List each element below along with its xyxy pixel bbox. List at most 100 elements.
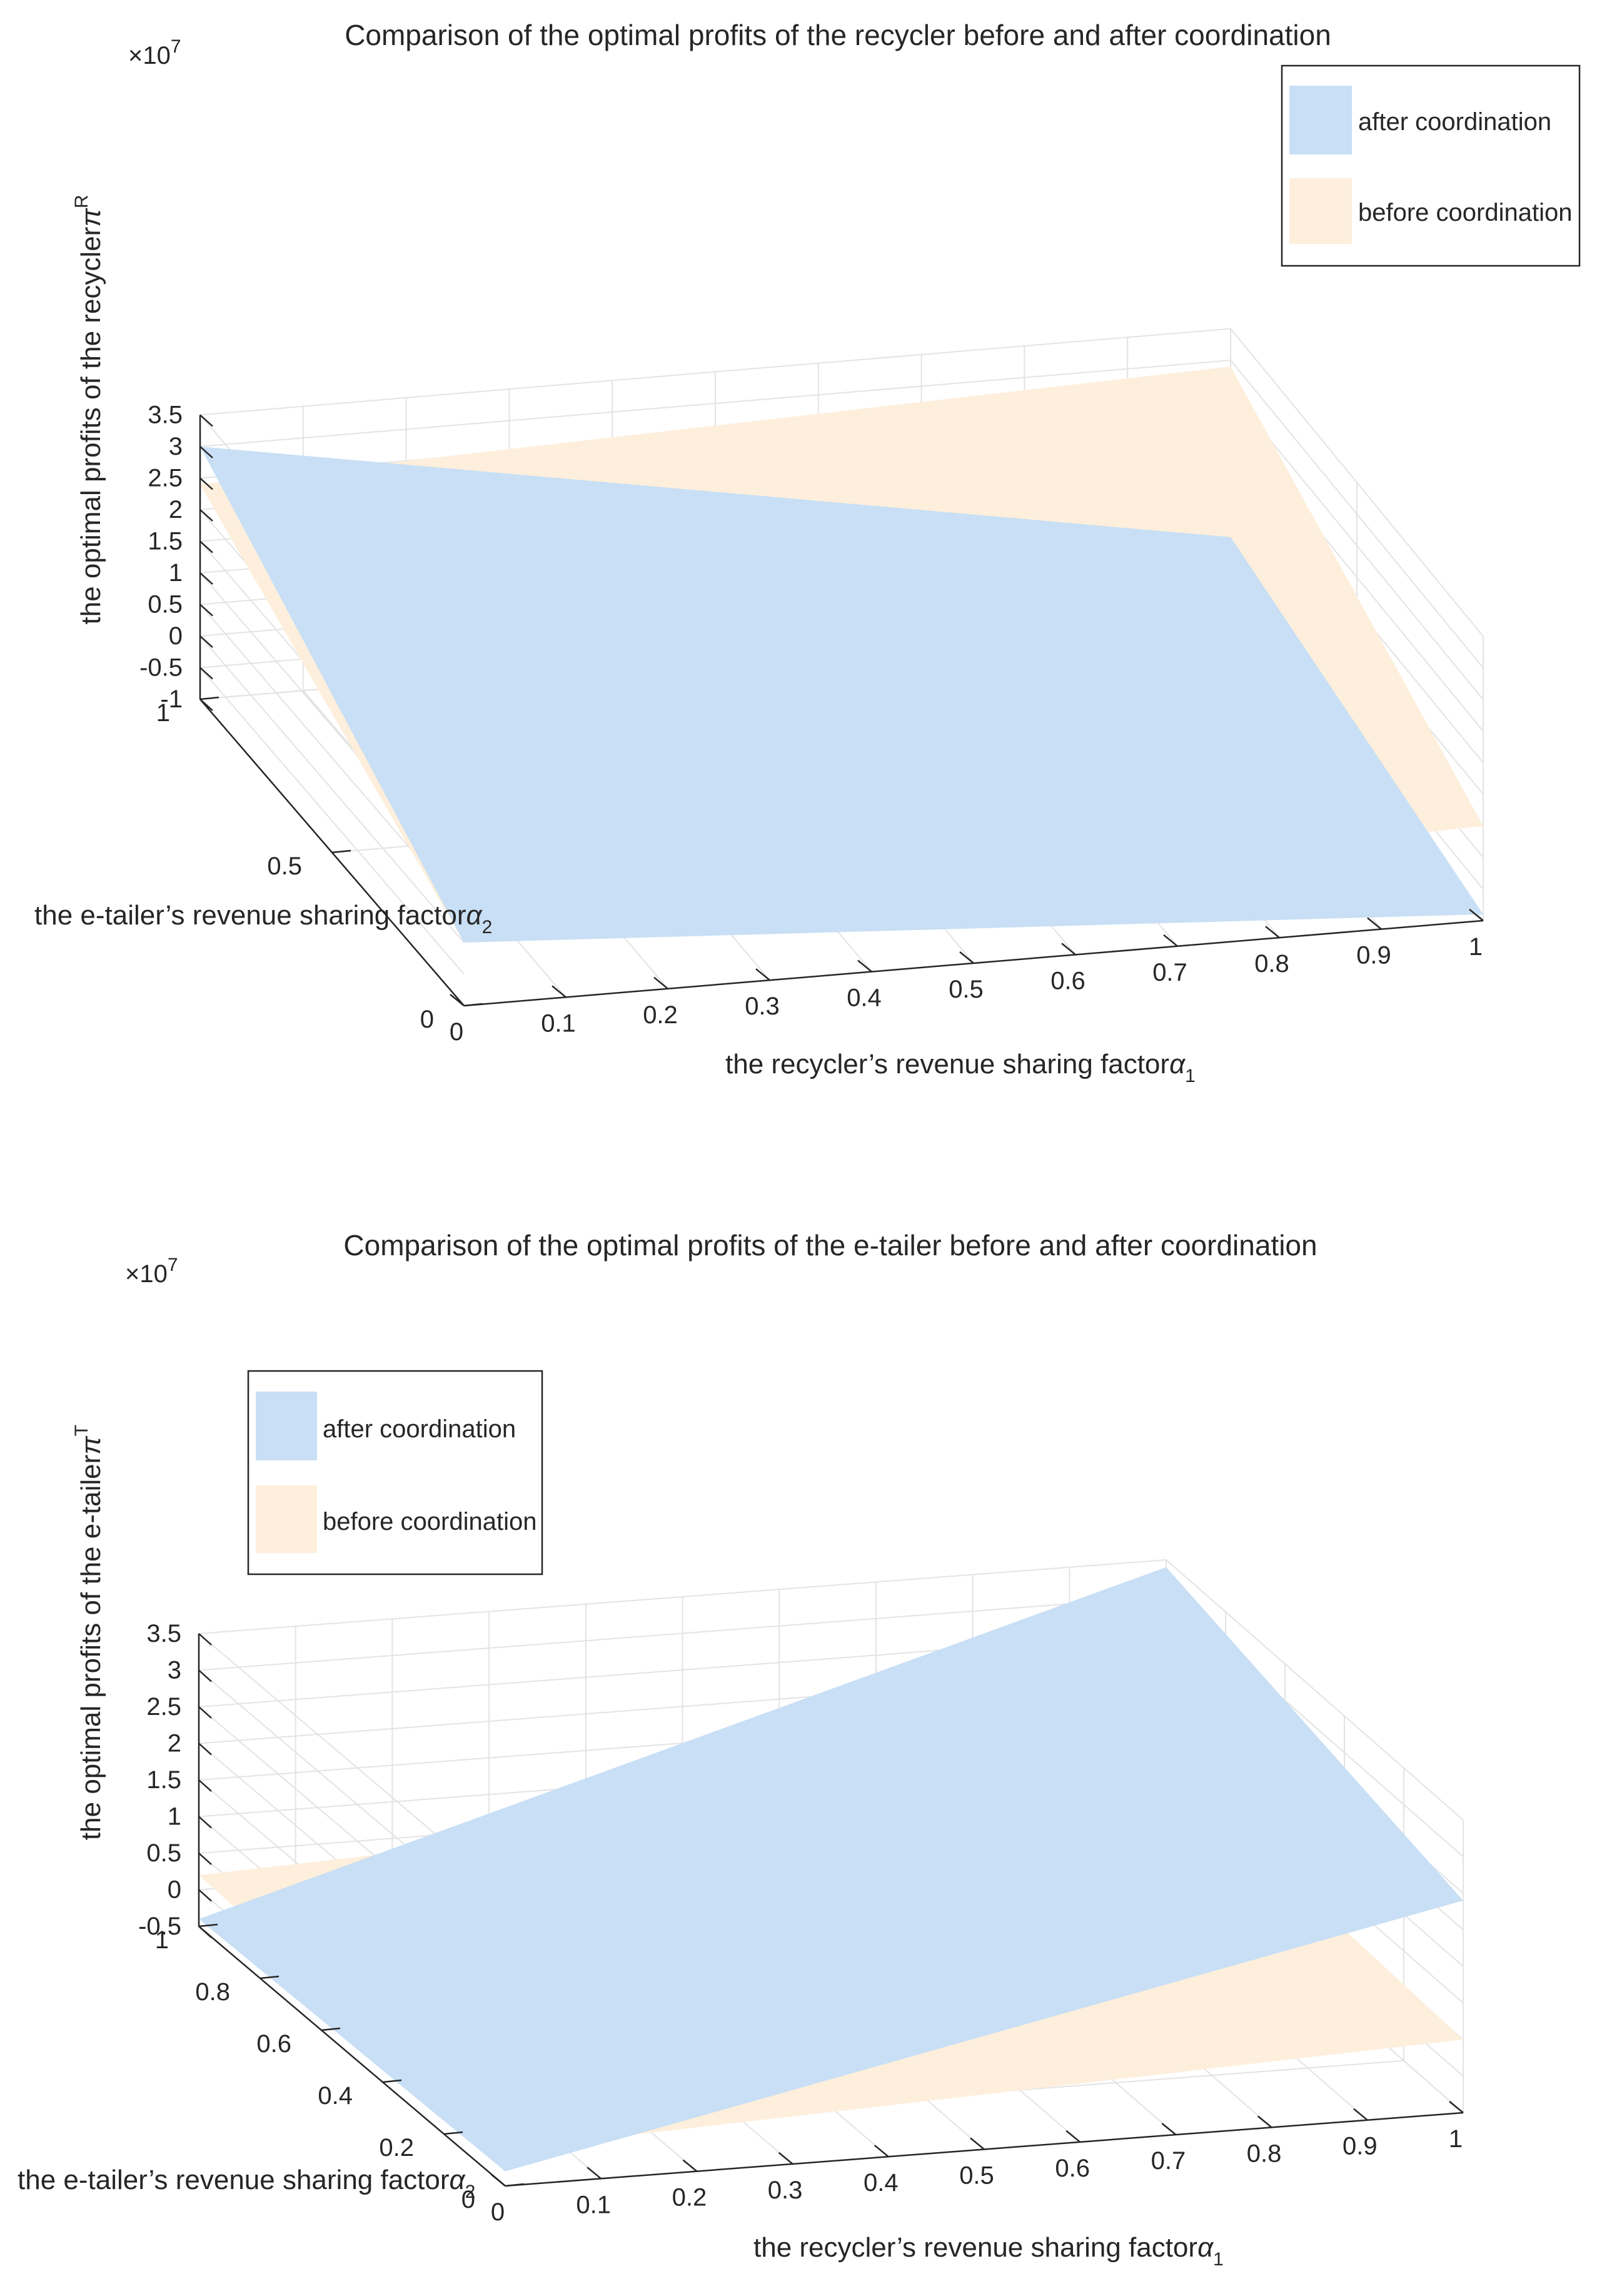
z-tick-label: -1 [160,685,183,713]
surface-after-coordination [199,1567,1463,2172]
z-tick-mark [199,540,213,554]
x-tick-label: 0.9 [1343,2133,1378,2160]
y-tick-mark [463,1003,483,1007]
z-tick-mark [199,509,213,522]
x-tick-mark [1163,934,1178,947]
y-tick-label: 0 [461,2186,475,2213]
z-tick-label: 0.5 [146,1839,181,1867]
z-tick-mark [199,667,213,680]
x-tick-label: 0.7 [1151,2147,1186,2175]
x-tick-label: 0.3 [745,993,780,1020]
grid-line-z [197,1559,1464,1894]
x-tick-label: 0.2 [672,2184,707,2212]
chart-title: Comparison of the optimal profits of the… [345,19,1331,51]
y-tick-label: 0.4 [318,2082,353,2110]
x-tick-mark [970,2137,985,2150]
z-tick-label: -0.5 [139,654,183,682]
y-tick-mark [259,1975,280,1980]
z-tick-label: -0.5 [138,1913,181,1940]
y-tick-label: 0.6 [256,2030,291,2058]
surface-after-coordination [200,447,1483,943]
z-axis-label: the optimal profits of the recyclerπR [71,195,106,625]
y-tick-label: 0.5 [267,852,302,880]
y-tick-label: 0.8 [195,1978,230,2006]
x-tick-mark [857,959,872,973]
y-tick-mark [382,2079,402,2083]
x-tick-mark [778,2152,793,2165]
z-tick-label: 2 [168,1730,181,1757]
legend: after coordination before coordination [247,1370,543,1575]
z-tick-mark [198,1742,212,1756]
z-exponent-label: ×107 [125,1255,178,1288]
z-tick-label: 3 [169,433,183,460]
x-tick-mark [491,2174,506,2187]
x-tick-label: 0.2 [643,1001,678,1029]
z-tick-mark [199,699,213,711]
x-tick-mark [1061,943,1076,956]
z-tick-mark [199,635,213,648]
x-tick-mark [552,985,567,998]
z-tick-mark [198,1889,212,1902]
z-tick-label: 3.5 [146,1620,181,1647]
z-tick-label: 1 [168,1803,181,1831]
x-axis-label: the recycler’s revenue sharing factorα1 [753,2232,1224,2270]
x-tick-mark [1265,926,1280,939]
x-tick-label: 1 [1449,2125,1463,2153]
z-tick-mark [198,1926,212,1938]
z-tick-label: 2.5 [146,1693,181,1721]
x-tick-mark [587,2167,602,2180]
x-tick-mark [959,951,974,964]
x-tick-label: 0.6 [1050,967,1086,994]
legend-label-after: after coordination [1358,108,1551,136]
y-axis-label: the e-tailer’s revenue sharing factorα2 [34,900,492,938]
x-tick-label: 0.8 [1254,950,1289,978]
x-tick-mark [682,2159,698,2172]
x-tick-mark [1257,2115,1272,2128]
x-tick-label: 0.6 [1055,2155,1090,2182]
x-tick-label: 0 [491,2198,505,2226]
z-tick-label: 1 [169,559,183,587]
grid-line-z [197,1596,1464,1931]
x-tick-label: 0 [450,1018,463,1046]
legend-swatch-after [1289,86,1352,154]
legend-label-before: before coordination [1358,199,1572,226]
y-tick-label: 0.2 [379,2134,414,2162]
z-tick-label: 1.5 [146,1766,181,1794]
x-tick-mark [1367,917,1382,930]
x-axis-label: the recycler’s revenue sharing factorα1 [725,1049,1196,1086]
legend-label-before: before coordination [323,1508,537,1535]
z-tick-mark [199,414,213,427]
y-tick-mark [331,849,351,854]
z-tick-label: 0 [169,622,183,650]
z-tick-mark [198,1669,212,1682]
x-tick-label: 0.8 [1247,2140,1282,2167]
x-tick-label: 0.4 [864,2169,899,2197]
y-tick-label: 1 [156,699,170,727]
y-tick-mark [199,696,219,700]
z-tick-mark [199,446,213,458]
legend-label-after: after coordination [323,1415,516,1443]
z-tick-label: 2 [169,496,183,523]
z-axis-label: the optimal profits of the e-tailerπT [71,1425,106,1840]
x-tick-mark [1161,2123,1177,2136]
y-tick-label: 1 [155,1926,169,1954]
y-axis-line [198,1926,506,2187]
z-tick-mark [198,1706,212,1719]
x-tick-label: 1 [1469,933,1483,961]
x-tick-label: 0.4 [847,984,882,1012]
legend: after coordination before coordination [1281,64,1581,267]
y-tick-mark [198,1923,218,1928]
x-tick-mark [653,976,668,989]
x-tick-label: 0.9 [1356,942,1391,969]
z-tick-mark [198,1633,212,1646]
x-tick-mark [874,2145,889,2158]
x-tick-label: 0.7 [1152,959,1187,986]
z-tick-label: 3.5 [148,402,183,429]
x-tick-label: 0.1 [541,1009,576,1037]
z-tick-mark [198,1779,212,1792]
y-axis-label: the e-tailer’s revenue sharing factorα2 [18,2165,475,2202]
x-tick-label: 0.5 [949,976,984,1003]
y-tick-mark [443,2131,463,2135]
x-tick-mark [450,994,465,1006]
